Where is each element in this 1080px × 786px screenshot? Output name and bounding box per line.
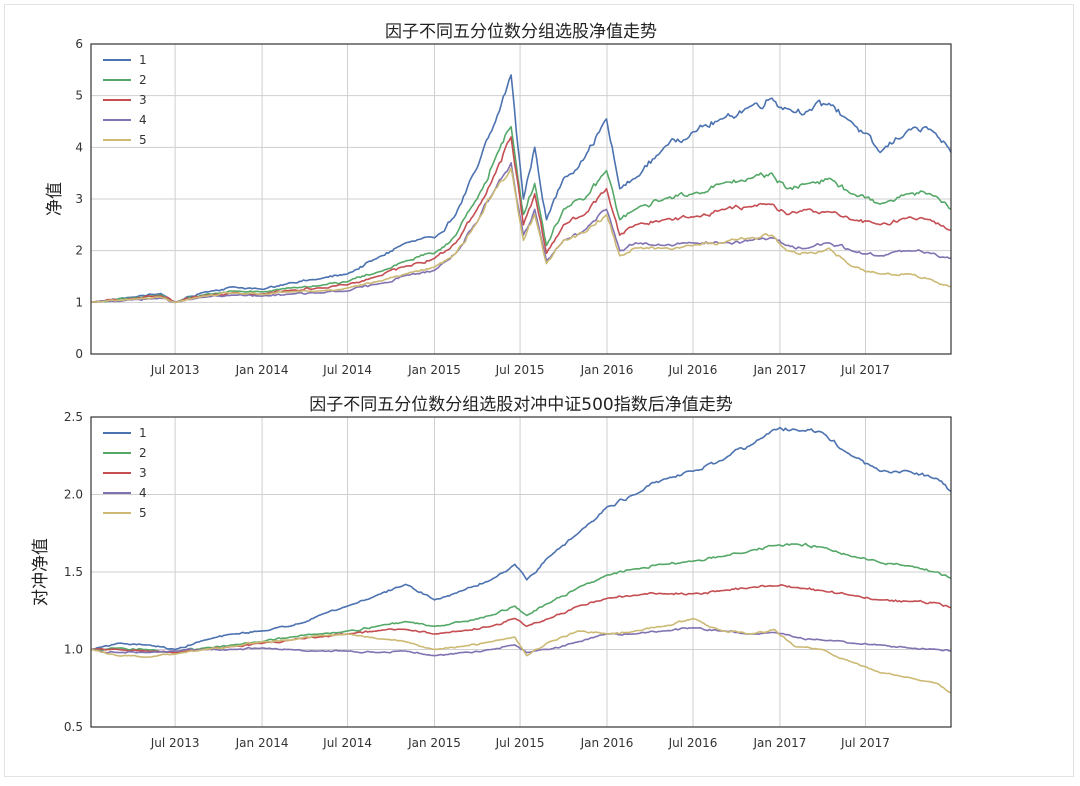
series-group-top [90, 74, 952, 304]
y-tick-label: 5 [75, 89, 83, 103]
series-line-4 [90, 627, 952, 657]
x-tick-label: Jul 2014 [322, 363, 372, 377]
legend-label-3: 3 [139, 466, 147, 480]
legend-label-1: 1 [139, 53, 147, 67]
plot-border-top [90, 43, 952, 355]
x-ticks-top: Jul 2013 Jan 2014 Jul 2014 Jan 2015 Jul 2015… [150, 363, 890, 377]
y-tick-label: 1.5 [64, 565, 83, 579]
y-axis-label-top: 净值 [45, 182, 65, 216]
x-tick-label: Jul 2017 [840, 736, 890, 750]
x-tick-label: Jul 2013 [150, 736, 200, 750]
legend-label-4: 4 [139, 486, 147, 500]
x-tick-label: Jul 2015 [495, 363, 545, 377]
x-tick-label: Jul 2016 [668, 736, 718, 750]
y-tick-label: 2.0 [64, 488, 83, 502]
series-line-5 [90, 167, 952, 304]
y-tick-label: 2 [75, 244, 83, 258]
y-tick-label: 0.5 [64, 720, 83, 734]
chart-bottom: 0.5 1.0 1.5 2.0 2.5 Jul 2013 Jan 2014 Jul 2014… [31, 395, 952, 750]
legend-label-2: 2 [139, 73, 147, 87]
x-ticks-bottom: Jul 2013 Jan 2014 Jul 2014 Jan 2015 Jul 2015… [150, 736, 890, 750]
chart-top: 0 1 2 3 4 5 6 Jul 2013 Jan 2014 Jul 2014 Jan 2015… [45, 22, 952, 377]
x-tick-label: Jan 2016 [580, 363, 634, 377]
y-ticks-top: 0 1 2 3 4 5 6 [75, 37, 83, 361]
y-tick-label: 6 [75, 37, 83, 51]
x-tick-label: Jul 2017 [840, 363, 890, 377]
y-tick-label: 0 [75, 347, 83, 361]
x-tick-label: Jul 2014 [322, 736, 372, 750]
y-ticks-bottom: 0.5 1.0 1.5 2.0 2.5 [64, 410, 83, 734]
series-line-5 [90, 617, 952, 694]
x-tick-label: Jan 2015 [407, 363, 461, 377]
x-tick-label: Jan 2014 [235, 736, 289, 750]
plot-border-bottom [90, 416, 952, 728]
x-tick-label: Jul 2013 [150, 363, 200, 377]
legend-bottom: 1 2 3 4 5 [103, 426, 147, 520]
series-line-1 [90, 74, 952, 304]
legend-label-5: 5 [139, 133, 147, 147]
legend-label-2: 2 [139, 446, 147, 460]
y-tick-label: 3 [75, 192, 83, 206]
series-group-bottom [90, 426, 952, 694]
y-axis-label-bottom: 对冲净值 [31, 538, 51, 606]
series-line-1 [90, 426, 952, 651]
series-line-2 [90, 125, 952, 304]
x-tick-label: Jan 2015 [407, 736, 461, 750]
legend-label-4: 4 [139, 113, 147, 127]
legend-label-3: 3 [139, 93, 147, 107]
x-tick-label: Jan 2017 [753, 736, 807, 750]
chart-title-bottom: 因子不同五分位数分组选股对冲中证500指数后净值走势 [309, 395, 732, 415]
x-tick-label: Jul 2016 [668, 363, 718, 377]
y-tick-label: 4 [75, 140, 83, 154]
x-tick-label: Jul 2015 [495, 736, 545, 750]
x-tick-label: Jan 2014 [235, 363, 289, 377]
x-tick-label: Jan 2017 [753, 363, 807, 377]
series-line-2 [90, 542, 952, 654]
chart-title-top: 因子不同五分位数分组选股净值走势 [385, 22, 657, 42]
y-tick-label: 1.0 [64, 643, 83, 657]
y-tick-label: 2.5 [64, 410, 83, 424]
legend-label-5: 5 [139, 506, 147, 520]
series-line-4 [90, 162, 952, 304]
legend-top: 1 2 3 4 5 [103, 53, 147, 147]
x-tick-label: Jan 2016 [580, 736, 634, 750]
legend-label-1: 1 [139, 426, 147, 440]
y-tick-label: 1 [75, 295, 83, 309]
